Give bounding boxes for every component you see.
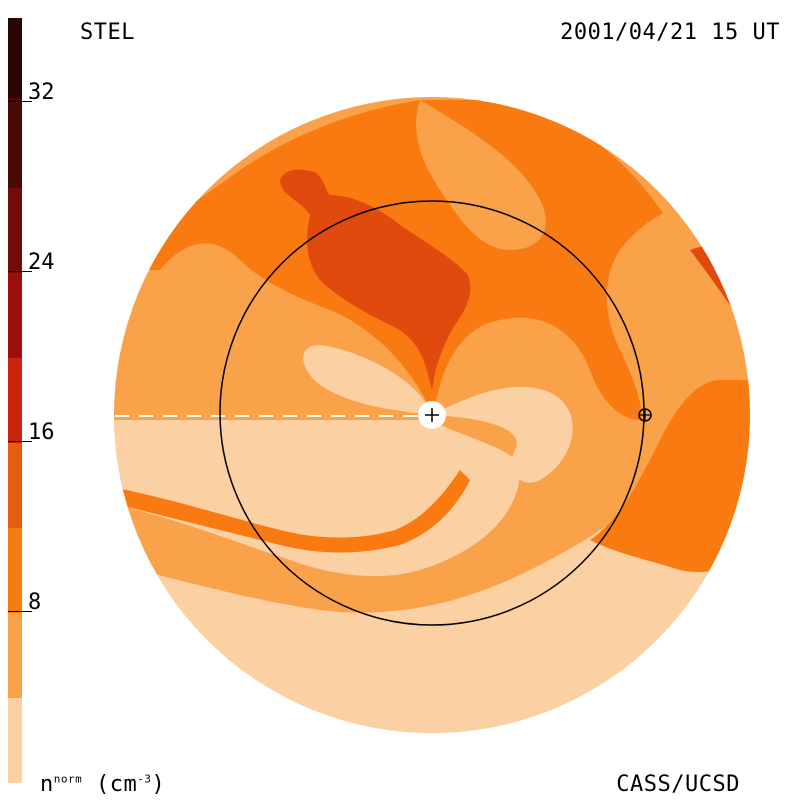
- instrument-label: STEL: [80, 20, 135, 45]
- colorbar-segment-7: [8, 528, 22, 698]
- colorbar-segment-2: [8, 98, 22, 188]
- earth-orbit-circle: [219, 200, 645, 626]
- units-label-sup: norm: [53, 772, 83, 786]
- colorbar-tick-label: 24: [28, 250, 55, 275]
- units-label-main: n: [40, 772, 54, 797]
- credit-label: CASS/UCSD: [616, 772, 740, 797]
- colorbar-tick: [8, 271, 32, 272]
- colorbar-tick: [8, 101, 32, 102]
- colorbar-tick-label: 32: [28, 80, 55, 105]
- colorbar-segment-3: [8, 188, 22, 273]
- timestamp-label: 2001/04/21 15 UT: [560, 20, 780, 45]
- density-region-medium: [114, 470, 470, 553]
- colorbar-tick: [8, 441, 32, 442]
- density-region-lightest: [303, 345, 432, 415]
- density-region-lightest: [432, 386, 573, 483]
- colorbar-segment-6: [8, 358, 22, 528]
- colorbar-segment-4: [8, 273, 22, 358]
- density-region-medium: [590, 380, 750, 572]
- colorbar: [8, 18, 22, 783]
- colorbar-tick: [8, 611, 32, 612]
- density-region-dark: [280, 169, 471, 390]
- density-region-lightest: [114, 440, 750, 733]
- colorbar-tick-label: 16: [28, 420, 55, 445]
- units-label-close: ): [151, 772, 166, 797]
- units-label: nnorm (cm-3): [40, 772, 165, 797]
- colorbar-segment-8: [8, 698, 22, 783]
- units-label-exp: -3: [137, 772, 152, 786]
- units-label-rest: (cm: [82, 772, 138, 797]
- density-region-light: [416, 100, 546, 250]
- colorbar-segment-1: [8, 18, 22, 98]
- colorbar-tick-label: 8: [28, 590, 42, 615]
